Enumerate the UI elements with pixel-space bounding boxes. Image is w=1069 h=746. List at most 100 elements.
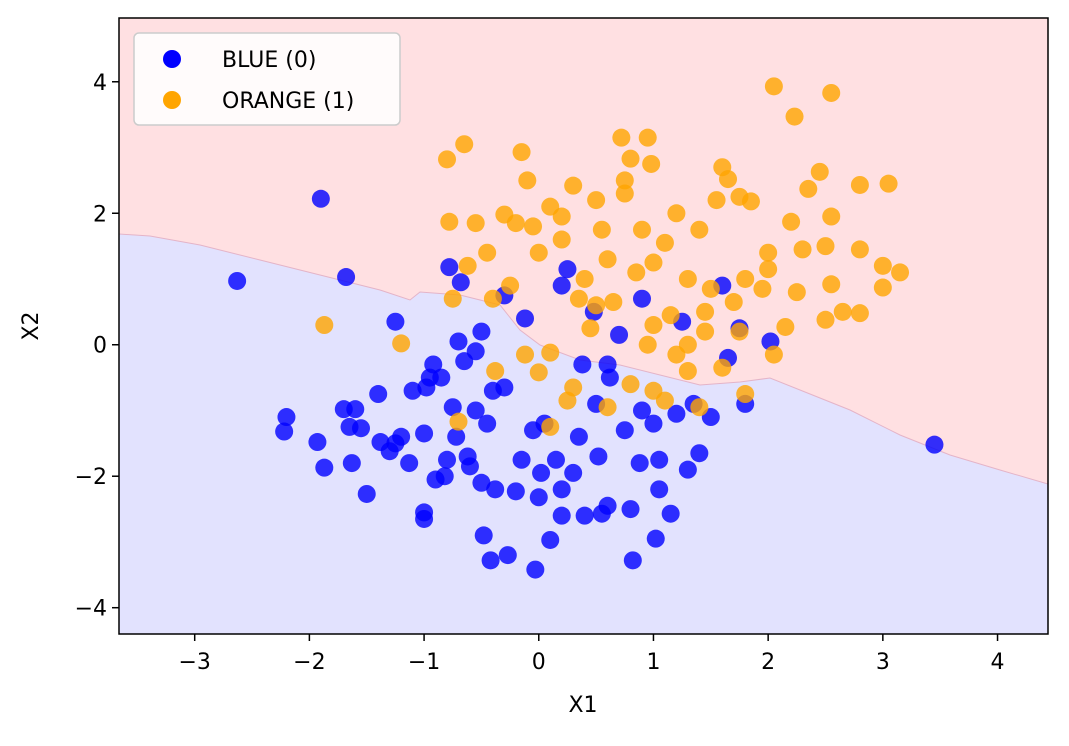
point — [546, 450, 565, 469]
point — [564, 378, 583, 397]
point — [661, 504, 680, 523]
point — [615, 184, 634, 203]
point — [822, 83, 841, 102]
point — [440, 212, 459, 231]
x-tick-label: 2 — [761, 650, 775, 675]
point — [315, 458, 334, 477]
point — [873, 278, 892, 297]
point — [612, 128, 631, 147]
point — [435, 467, 454, 486]
point — [678, 362, 697, 381]
point — [506, 214, 525, 233]
point — [627, 263, 646, 282]
point — [741, 192, 760, 211]
point — [315, 316, 334, 335]
x-tick-label: −1 — [408, 650, 440, 675]
point — [873, 256, 892, 275]
point — [541, 530, 560, 549]
point — [573, 355, 592, 374]
point — [443, 398, 462, 417]
point — [451, 273, 470, 292]
point — [529, 243, 548, 262]
point — [690, 220, 709, 239]
point — [552, 276, 571, 295]
x-tick-label: −3 — [178, 650, 210, 675]
point — [850, 304, 869, 323]
point — [644, 414, 663, 433]
point — [449, 412, 468, 431]
y-tick-label: 4 — [93, 71, 107, 96]
point — [529, 363, 548, 382]
point — [632, 289, 651, 308]
x-tick-label: 4 — [991, 650, 1005, 675]
point — [707, 191, 726, 210]
legend: BLUE (0) ORANGE (1) — [133, 32, 401, 126]
point — [392, 334, 411, 353]
point — [632, 220, 651, 239]
point — [879, 174, 898, 193]
point — [610, 325, 629, 344]
point — [787, 283, 806, 302]
point — [587, 191, 606, 210]
point — [690, 398, 709, 417]
point — [667, 404, 686, 423]
point — [598, 355, 617, 374]
point — [498, 546, 517, 565]
point — [736, 385, 755, 404]
point — [337, 268, 356, 287]
x-tick-label: 0 — [532, 650, 546, 675]
point — [495, 378, 514, 397]
point — [650, 480, 669, 499]
point — [478, 243, 497, 262]
point — [638, 128, 657, 147]
point — [564, 463, 583, 482]
point — [449, 332, 468, 351]
point — [816, 310, 835, 329]
point — [420, 368, 439, 387]
point — [833, 302, 852, 321]
point — [644, 253, 663, 272]
legend-label: ORANGE (1) — [222, 89, 354, 114]
point — [850, 175, 869, 194]
point — [736, 269, 755, 288]
point — [526, 560, 545, 579]
point — [785, 107, 804, 126]
point — [472, 473, 491, 492]
point — [460, 457, 479, 476]
point — [646, 529, 665, 548]
point — [589, 447, 608, 466]
point — [351, 419, 370, 438]
point — [822, 275, 841, 294]
point — [403, 381, 422, 400]
point — [478, 414, 497, 433]
point — [615, 171, 634, 190]
point — [524, 217, 543, 236]
point — [415, 424, 434, 443]
point — [667, 345, 686, 364]
point — [638, 335, 657, 354]
point — [532, 463, 551, 482]
point — [472, 322, 491, 341]
point — [486, 362, 505, 381]
point — [724, 293, 743, 312]
point — [466, 342, 485, 361]
point — [564, 176, 583, 195]
point — [311, 189, 330, 208]
point — [447, 427, 466, 446]
point — [696, 302, 715, 321]
point — [799, 179, 818, 198]
point — [604, 293, 623, 312]
point — [516, 309, 535, 328]
point — [719, 170, 738, 189]
points — [228, 77, 944, 579]
point — [455, 135, 474, 154]
point — [782, 212, 801, 231]
point — [759, 260, 778, 279]
y-tick-label: −4 — [75, 597, 107, 622]
point — [925, 435, 944, 454]
point — [764, 345, 783, 364]
point — [701, 279, 720, 298]
point — [518, 171, 537, 190]
point — [621, 149, 640, 168]
y-tick-label: 2 — [93, 202, 107, 227]
